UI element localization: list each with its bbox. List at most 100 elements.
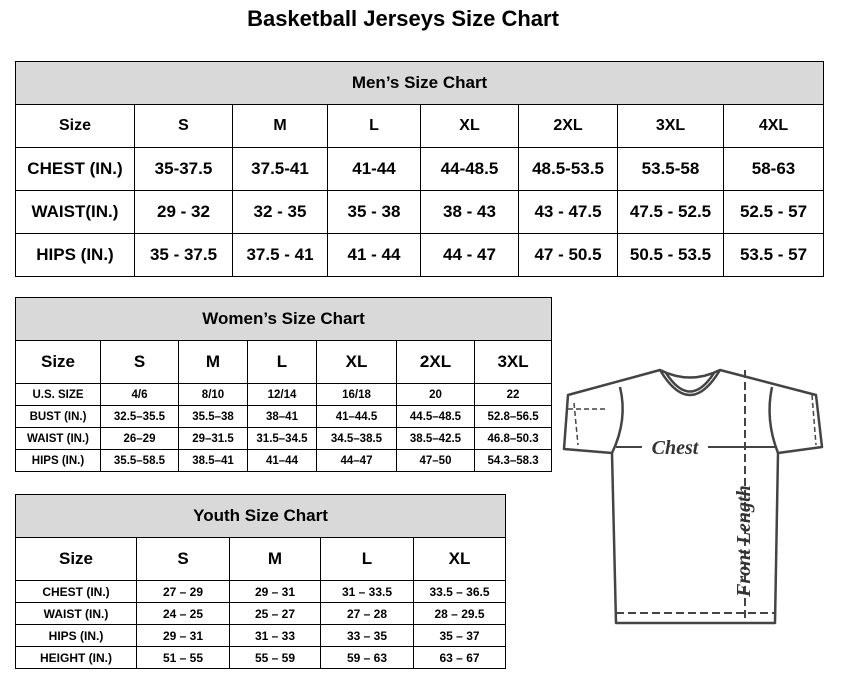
table-cell: 35 - 37.5 bbox=[134, 233, 233, 277]
table-cell: 34.5–38.5 bbox=[316, 427, 397, 450]
table-cell: M bbox=[178, 340, 248, 384]
table-cell: 20 bbox=[396, 383, 475, 406]
table-cell: 4XL bbox=[722, 104, 825, 148]
table-cell: 41–44.5 bbox=[316, 405, 397, 428]
header-cell: Size bbox=[15, 537, 137, 581]
table-cell: 27 – 28 bbox=[320, 602, 414, 625]
table-cell: 35.5–58.5 bbox=[100, 449, 179, 472]
table-cell: 32 - 35 bbox=[232, 190, 328, 234]
table-cell: 38 - 43 bbox=[420, 190, 519, 234]
table-row: CHEST (IN.) 27 – 29 29 – 31 31 – 33.5 33.5 –… bbox=[15, 580, 507, 603]
table-cell: 2XL bbox=[518, 104, 618, 148]
table-title: Men’s Size Chart bbox=[14, 61, 825, 105]
table-cell: 8/10 bbox=[178, 383, 248, 406]
page-title: Basketball Jerseys Size Chart bbox=[247, 6, 559, 31]
table-cell: 35 – 37 bbox=[412, 624, 507, 647]
table-title: Youth Size Chart bbox=[14, 494, 507, 538]
table-row: HIPS (IN.) 35.5–58.5 38.5–41 41–44 44–47 47–5… bbox=[15, 449, 553, 472]
table-cell: 41 - 44 bbox=[327, 233, 421, 277]
table-cell: 38.5–42.5 bbox=[396, 427, 475, 450]
table-cell: 51 – 55 bbox=[136, 646, 230, 669]
table-cell: 44 - 47 bbox=[420, 233, 519, 277]
table-cell: XL bbox=[316, 340, 397, 384]
table-cell: 4/6 bbox=[100, 383, 179, 406]
table-row: WAIST (IN.) 24 – 25 25 – 27 27 – 28 28 – 29.… bbox=[15, 602, 507, 625]
row-label: HIPS (IN.) bbox=[15, 449, 101, 472]
table-cell: 48.5-53.5 bbox=[518, 147, 618, 191]
table-cell: 41-44 bbox=[327, 147, 421, 191]
mens-size-table: Men’s Size Chart Size S M L XL 2XL 3XL 4XL CHEST… bbox=[14, 61, 825, 277]
table-cell: 47 - 50.5 bbox=[518, 233, 618, 277]
table-cell: 63 – 67 bbox=[412, 646, 507, 669]
row-label: CHEST (IN.) bbox=[15, 147, 135, 191]
row-label: HEIGHT (IN.) bbox=[15, 646, 137, 669]
table-cell: 29 – 31 bbox=[229, 580, 321, 603]
table-cell: 25 – 27 bbox=[229, 602, 321, 625]
table-cell: 47.5 - 52.5 bbox=[617, 190, 724, 234]
table-cell: 43 - 47.5 bbox=[518, 190, 618, 234]
table-cell: S bbox=[100, 340, 179, 384]
womens-size-table: Women’s Size Chart Size S M L XL 2XL 3XL U.S. S… bbox=[14, 297, 553, 472]
table-cell: XL bbox=[420, 104, 519, 148]
row-label: HIPS (IN.) bbox=[15, 233, 135, 277]
table-row: HIPS (IN.) 35 - 37.5 37.5 - 41 41 - 44 44 - … bbox=[15, 233, 825, 277]
table-cell: 58-63 bbox=[722, 147, 825, 191]
table-cell: 16/18 bbox=[316, 383, 397, 406]
row-label: WAIST (IN.) bbox=[15, 427, 101, 450]
table-cell: 37.5 - 41 bbox=[232, 233, 328, 277]
table-cell: 53.5-58 bbox=[617, 147, 724, 191]
row-label: BUST (IN.) bbox=[15, 405, 101, 428]
table-cell: 53.5 - 57 bbox=[722, 233, 825, 277]
table-cell: 41–44 bbox=[247, 449, 317, 472]
table-cell: 29–31.5 bbox=[178, 427, 248, 450]
table-cell: 29 - 32 bbox=[134, 190, 233, 234]
table-cell: 54.3–58.3 bbox=[473, 449, 553, 472]
row-label: HIPS (IN.) bbox=[15, 624, 137, 647]
table-cell: 44–47 bbox=[316, 449, 397, 472]
table-cell: 31 – 33 bbox=[229, 624, 321, 647]
table-row: HEIGHT (IN.) 51 – 55 55 – 59 59 – 63 63 – 67 bbox=[15, 646, 507, 669]
youth-size-table: Youth Size Chart Size S M L XL CHEST (IN.) 27 … bbox=[14, 494, 507, 669]
table-cell: XL bbox=[412, 537, 507, 581]
table-cell: S bbox=[136, 537, 230, 581]
header-cell: Size bbox=[15, 104, 135, 148]
table-cell: 3XL bbox=[617, 104, 724, 148]
table-cell: 3XL bbox=[473, 340, 553, 384]
table-cell: 33.5 – 36.5 bbox=[412, 580, 507, 603]
row-label: WAIST(IN.) bbox=[15, 190, 135, 234]
table-cell: 52.5 - 57 bbox=[722, 190, 825, 234]
table-cell: M bbox=[232, 104, 328, 148]
table-row: WAIST (IN.) 26–29 29–31.5 31.5–34.5 34.5–38.… bbox=[15, 427, 553, 450]
table-cell: 27 – 29 bbox=[136, 580, 230, 603]
table-row: CHEST (IN.) 35-37.5 37.5-41 41-44 44-48.5 48.… bbox=[15, 147, 825, 191]
table-cell: 35-37.5 bbox=[134, 147, 233, 191]
header-row: Size S M L XL bbox=[15, 537, 507, 581]
row-label: CHEST (IN.) bbox=[15, 580, 137, 603]
front-length-label: Front Length bbox=[733, 485, 755, 598]
row-label: WAIST (IN.) bbox=[15, 602, 137, 625]
table-cell: 31.5–34.5 bbox=[247, 427, 317, 450]
table-cell: 47–50 bbox=[396, 449, 475, 472]
table-cell: 28 – 29.5 bbox=[412, 602, 507, 625]
table-cell: 37.5-41 bbox=[232, 147, 328, 191]
table-cell: L bbox=[320, 537, 414, 581]
table-cell: 44-48.5 bbox=[420, 147, 519, 191]
table-cell: 44.5–48.5 bbox=[396, 405, 475, 428]
table-cell: 35.5–38 bbox=[178, 405, 248, 428]
table-cell: 59 – 63 bbox=[320, 646, 414, 669]
table-cell: L bbox=[327, 104, 421, 148]
table-row: U.S. SIZE 4/6 8/10 12/14 16/18 20 22 bbox=[15, 383, 553, 406]
table-cell: 52.8–56.5 bbox=[473, 405, 553, 428]
table-cell: 29 – 31 bbox=[136, 624, 230, 647]
table-cell: L bbox=[247, 340, 317, 384]
table-cell: 38.5–41 bbox=[178, 449, 248, 472]
table-cell: 32.5–35.5 bbox=[100, 405, 179, 428]
table-cell: 46.8–50.3 bbox=[473, 427, 553, 450]
table-cell: 31 – 33.5 bbox=[320, 580, 414, 603]
table-cell: S bbox=[134, 104, 233, 148]
table-cell: 33 – 35 bbox=[320, 624, 414, 647]
table-cell: 38–41 bbox=[247, 405, 317, 428]
table-cell: 22 bbox=[473, 383, 553, 406]
table-title: Women’s Size Chart bbox=[14, 297, 553, 341]
table-cell: 50.5 - 53.5 bbox=[617, 233, 724, 277]
